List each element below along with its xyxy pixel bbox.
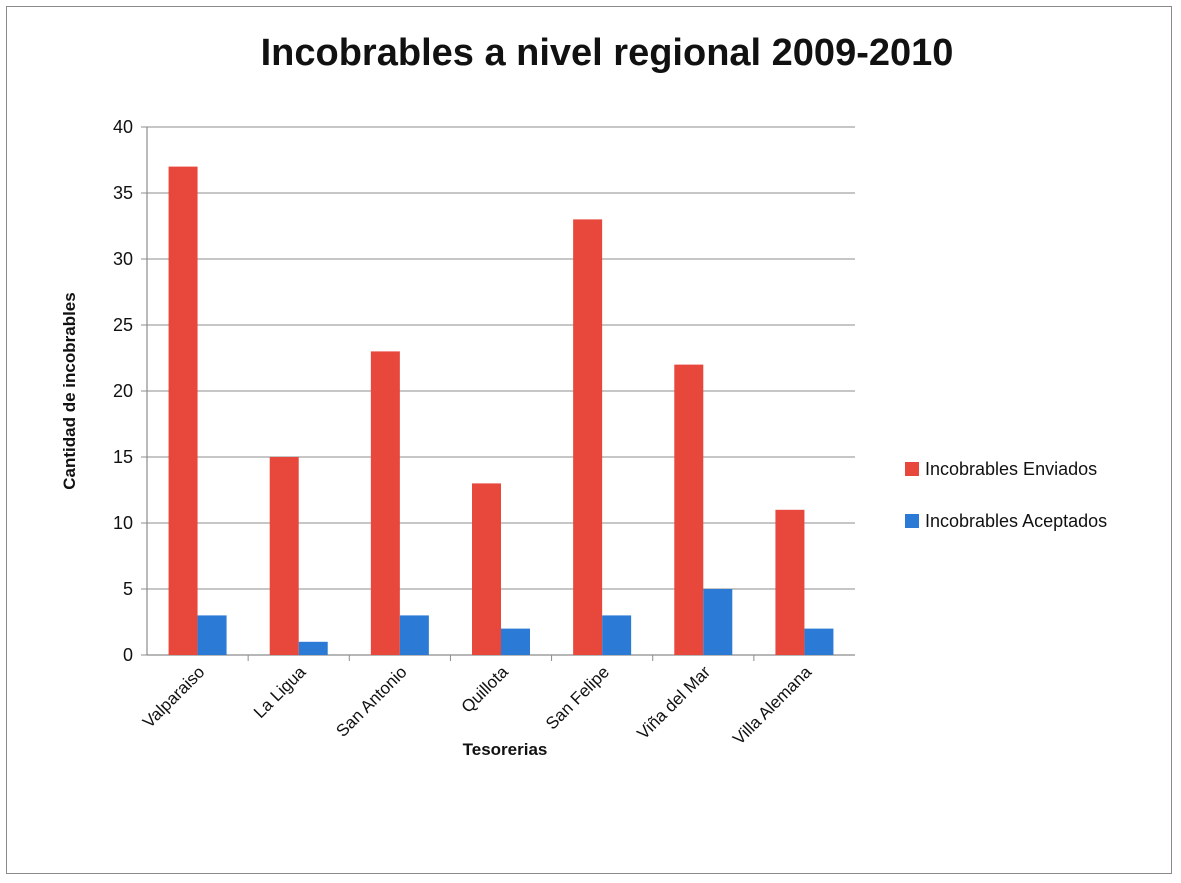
bar-enviados (168, 166, 198, 655)
legend-swatch (905, 514, 919, 528)
legend-swatch (905, 462, 919, 476)
x-category-label: Viña del Mar (633, 662, 714, 743)
x-category-label: Villa Alemana (729, 662, 815, 748)
x-category-label: La Ligua (250, 662, 310, 722)
bar-enviados (269, 457, 299, 655)
y-tick-label: 5 (123, 579, 133, 599)
bar-aceptados (197, 615, 227, 655)
x-axis-title: Tesorerias (463, 740, 548, 759)
bars (168, 166, 834, 655)
y-tick-label: 25 (113, 315, 133, 335)
bar-enviados (370, 351, 400, 655)
bar-enviados (472, 483, 501, 655)
chart-frame: Incobrables a nivel regional 2009-2010 0… (6, 6, 1172, 874)
bar-aceptados (703, 589, 733, 655)
x-category-label: San Antonio (332, 662, 410, 740)
gridlines (141, 126, 855, 656)
bar-enviados (674, 364, 704, 655)
x-category-label: Valparaiso (139, 662, 208, 731)
bar-enviados (573, 219, 603, 655)
bar-aceptados (399, 615, 429, 655)
x-category-label: San Felipe (542, 662, 613, 733)
bar-aceptados (602, 615, 632, 655)
x-category-labels: Valparaiso La Ligua San Antonio Quillota San… (139, 662, 816, 748)
y-axis-title: Cantidad de incobrables (60, 292, 79, 489)
y-tick-label: 20 (113, 381, 133, 401)
x-category-label: Quillota (458, 662, 513, 717)
legend-label: Incobrables Enviados (925, 459, 1097, 479)
y-tick-label: 40 (113, 117, 133, 137)
y-tick-label: 15 (113, 447, 133, 467)
bar-aceptados (804, 628, 834, 655)
y-tick-label: 35 (113, 183, 133, 203)
bar-aceptados (298, 641, 328, 655)
bar-chart: Incobrables a nivel regional 2009-2010 0… (60, 32, 1107, 759)
y-tick-labels: 0 5 10 15 20 25 30 35 40 (113, 117, 133, 665)
chart-title: Incobrables a nivel regional 2009-2010 (261, 32, 954, 74)
y-tick-label: 30 (113, 249, 133, 269)
bar-enviados (775, 509, 805, 655)
y-tick-label: 0 (123, 645, 133, 665)
y-tick-label: 10 (113, 513, 133, 533)
legend-label: Incobrables Aceptados (925, 511, 1107, 531)
legend: Incobrables Enviados Incobrables Aceptado… (905, 459, 1107, 531)
bar-aceptados (501, 628, 530, 655)
